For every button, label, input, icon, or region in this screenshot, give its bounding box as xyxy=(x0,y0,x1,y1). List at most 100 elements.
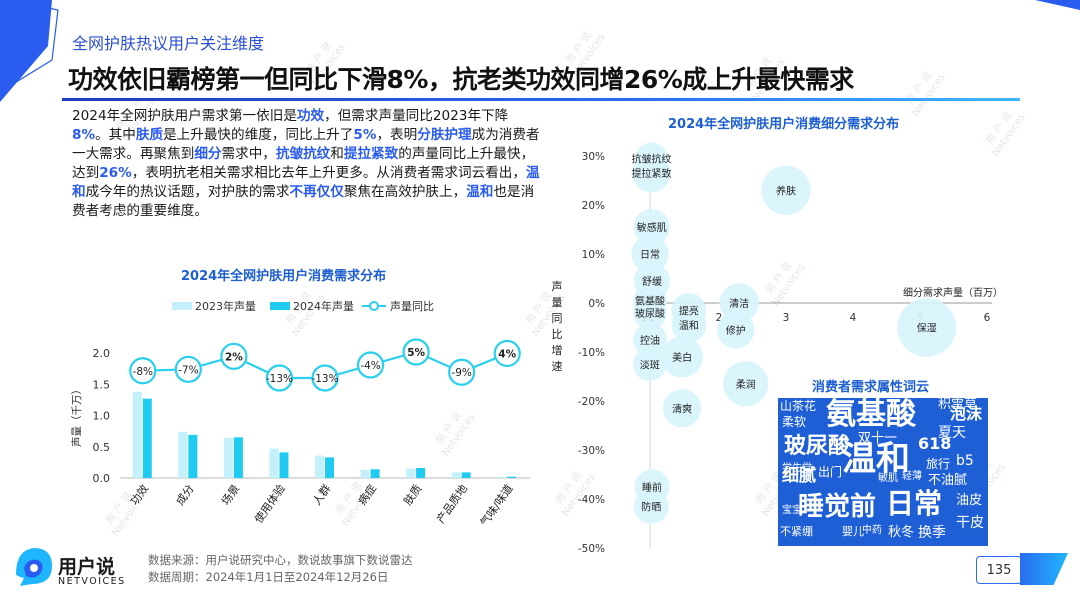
bubble xyxy=(723,361,769,407)
yoy-data-label: 4% xyxy=(498,348,516,360)
y-axis-label-char: 声 xyxy=(552,279,563,293)
x-tick-label: 2 xyxy=(716,312,723,324)
text-run: 需求中， xyxy=(221,146,276,162)
wordcloud-word: 旅行 xyxy=(926,457,951,471)
yoy-data-label: -7% xyxy=(178,364,198,376)
bar-2023 xyxy=(406,468,416,478)
wordcloud-title: 消费者需求属性词云 xyxy=(812,380,930,395)
bubble-chart: 30%20%10%0%-10%-20%-30%-40%-50%-1123456细… xyxy=(552,142,1003,555)
bubble xyxy=(635,142,668,175)
bubble xyxy=(761,165,811,215)
yoy-data-label: -4% xyxy=(360,360,380,372)
wordcloud-word: 轻薄 xyxy=(902,471,922,482)
wordcloud-word: 柔软 xyxy=(782,415,807,429)
bubble-label: 氨基酸 xyxy=(635,295,665,308)
bubble-label: 保湿 xyxy=(917,322,937,335)
text-run: 和 xyxy=(330,146,344,162)
bubble-label: 美白 xyxy=(672,351,692,364)
wordcloud-word: 不紧绷 xyxy=(780,525,813,538)
highlight-text: 分肤护理 xyxy=(417,127,472,143)
highlight-text: 温和 xyxy=(72,165,540,200)
bubble-label: 舒缓 xyxy=(642,275,662,288)
bubble-label: 淡斑 xyxy=(640,358,660,371)
x-tick-label: 人群 xyxy=(309,482,333,508)
page-headline: 功效依旧霸榜第一但同比下滑8%，抗老类功效同增26%成上升最快需求 xyxy=(68,65,854,94)
wordcloud-word: 秋冬 xyxy=(888,525,915,540)
legend-marker-yoy xyxy=(369,301,379,311)
bar-2024 xyxy=(461,472,471,478)
bubble-label: 抗皱抗纹 xyxy=(632,152,672,165)
text-run: 成为消费者一大需求。再聚焦到 xyxy=(72,127,540,162)
bar-2023 xyxy=(360,469,370,478)
highlight-text: 肤质 xyxy=(135,127,164,143)
wordcloud-word: 夏天 xyxy=(938,425,966,441)
wordcloud-word: 温和 xyxy=(842,439,910,479)
text-run: 的声量同比上升最快，达到 xyxy=(72,146,535,181)
logo-name: 用户说 xyxy=(58,556,116,578)
y-tick-label: 0.0 xyxy=(93,472,111,485)
y-tick-label: 0.5 xyxy=(93,441,111,454)
wordcloud-word: 中药 xyxy=(862,525,882,536)
bubble xyxy=(633,322,667,357)
y-tick-label: 1.5 xyxy=(93,378,111,391)
y-axis-label-char: 速 xyxy=(552,360,563,373)
bubble-label: 提拉紧致 xyxy=(632,167,672,180)
x-tick-label: 成分 xyxy=(174,482,197,507)
wordcloud-word: 双十一 xyxy=(858,431,898,446)
yoy-marker xyxy=(265,364,294,392)
y-tick-label: 30% xyxy=(582,151,605,163)
y-axis-label-char: 增 xyxy=(552,343,563,357)
text-run: 成今年的热议话题，对护肤的需求 xyxy=(85,184,290,200)
bubble-label: 睡前 xyxy=(642,481,662,494)
text-run: 也是消费者考虑的重要维度。 xyxy=(72,184,535,219)
bubble-label: 柔润 xyxy=(736,378,756,391)
bubble xyxy=(671,307,707,343)
bubble xyxy=(633,296,667,330)
text-run: 聚焦在高效护肤上， xyxy=(343,184,467,200)
yoy-data-label: 5% xyxy=(407,347,425,359)
wordcloud-word: 干皮 xyxy=(956,515,984,531)
highlight-text: 温和 xyxy=(466,184,494,200)
corner-decoration-outline xyxy=(0,0,59,93)
text-run: ，表明抗老相关需求相比去年上升更多。从消费者需求词云看出， xyxy=(131,165,526,181)
x-tick-label: 肤质 xyxy=(400,482,424,508)
bar-2023 xyxy=(269,448,279,478)
x-tick-label: 6 xyxy=(984,312,991,324)
wordcloud-word: 山茶花 xyxy=(780,399,817,413)
text-run: ，表明 xyxy=(376,127,418,143)
bar-2024 xyxy=(142,398,152,478)
corner-decoration-right xyxy=(1035,0,1080,10)
yoy-data-label: -13% xyxy=(311,373,338,385)
highlight-text: 不再仅仅 xyxy=(289,184,344,200)
y-tick-label: 2.0 xyxy=(93,347,111,360)
bar-chart-title: 2024年全网护肤用户消费需求分布 xyxy=(181,269,387,284)
highlight-text: 提拉紧致 xyxy=(343,146,399,162)
bubble-label: 防晒 xyxy=(641,500,661,513)
title-underline xyxy=(62,98,1020,101)
y-tick-label: -50% xyxy=(578,543,605,555)
bar-2024 xyxy=(279,452,289,478)
legend-label-yoy: 声量同比 xyxy=(390,299,434,313)
y-tick-label: 10% xyxy=(582,249,605,261)
bubble-label: 温和 xyxy=(679,320,699,332)
bubble-label: 清爽 xyxy=(672,402,692,415)
wordcloud-word: 婴儿 xyxy=(842,525,864,538)
x-tick-label: 病症 xyxy=(355,482,379,508)
yoy-data-label: 2% xyxy=(225,351,243,363)
x-tick-label: 使用体验 xyxy=(251,482,288,526)
yoy-marker xyxy=(402,338,430,366)
y-tick-label: 1.0 xyxy=(93,410,111,423)
wordcloud-word: 油皮 xyxy=(956,493,983,508)
bubble xyxy=(631,235,669,273)
bubble xyxy=(897,298,957,357)
y-axis-label-char: 量 xyxy=(552,296,563,309)
legend: 2023年声量 2024年声量 声量同比 xyxy=(172,299,434,313)
wordcloud-panel: 氨基酸 玻尿酸 温和 睡觉前 日常 泡沫 积雪草 山茶花 柔软 双十一 夏天 细腻 旅行 b5 不油腻 618… xyxy=(778,398,988,546)
x-tick-label: 3 xyxy=(783,312,790,324)
bar-2023 xyxy=(497,476,507,478)
highlight-text: 抗皱抗纹 xyxy=(275,146,331,162)
section-title: 全网护肤热议用户关注维度 xyxy=(72,34,265,53)
x-tick-label: 功效 xyxy=(127,482,151,508)
